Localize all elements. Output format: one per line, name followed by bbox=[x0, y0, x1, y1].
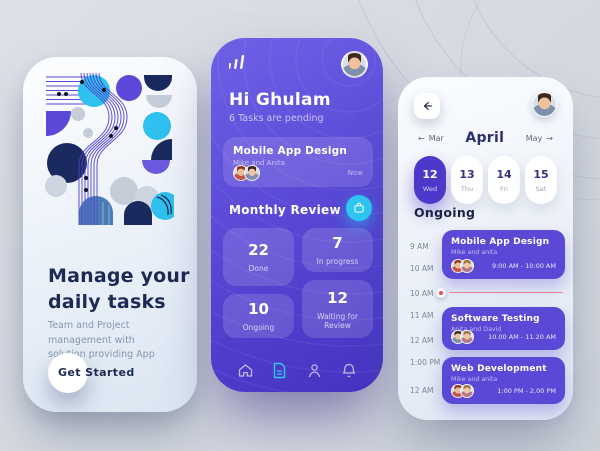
calendar-screen: ← Mar April May → 12 Wed 13 Thu 14 Fri bbox=[398, 77, 573, 420]
avatar bbox=[460, 330, 474, 344]
bottom-navigation bbox=[237, 362, 357, 379]
event-card[interactable]: Web Development Mike and anita 1:00 PM -… bbox=[442, 357, 565, 404]
get-started-label: Get Started bbox=[58, 366, 135, 379]
ongoing-section-title: Ongoing bbox=[414, 205, 476, 220]
event-people: Mike and anita bbox=[451, 376, 498, 383]
bar-chart-icon bbox=[229, 55, 245, 69]
event-avatars bbox=[451, 259, 474, 273]
date-weekday: Fri bbox=[500, 184, 508, 193]
stat-card-waiting[interactable]: 12 Waiting for Review bbox=[302, 280, 373, 338]
current-time-dot bbox=[436, 288, 446, 298]
time-label: 9 AM bbox=[410, 242, 429, 251]
time-label: 10 AM bbox=[410, 289, 434, 298]
featured-task-card[interactable]: Mobile App Design Mike and Anita Now bbox=[223, 137, 373, 187]
date-pill[interactable]: 14 Fri bbox=[488, 156, 520, 204]
date-day: 13 bbox=[459, 167, 475, 181]
abstract-illustration bbox=[45, 73, 174, 225]
onboarding-screen: Manage your daily tasks Team and Project… bbox=[23, 57, 197, 412]
time-label: 12 AM bbox=[410, 336, 434, 345]
stat-value: 12 bbox=[327, 288, 348, 307]
current-month-label: April bbox=[465, 130, 505, 146]
profile-avatar[interactable] bbox=[532, 92, 557, 117]
prev-month-label: Mar bbox=[428, 133, 444, 143]
task-status: Now bbox=[347, 169, 363, 177]
event-card[interactable]: Mobile App Design Mike and anita 9:00 AM… bbox=[442, 230, 565, 279]
avatar bbox=[460, 384, 474, 398]
profile-icon[interactable] bbox=[306, 362, 323, 379]
stat-value: 7 bbox=[332, 234, 343, 252]
arrow-left-icon bbox=[423, 101, 432, 111]
back-button[interactable] bbox=[414, 93, 440, 119]
title-line-1: Manage your bbox=[48, 265, 190, 287]
date-weekday: Wed bbox=[422, 184, 438, 193]
month-navigation: ← Mar April May → bbox=[418, 130, 553, 146]
stat-label: Ongoing bbox=[242, 323, 275, 332]
date-picker-row: 12 Wed 13 Thu 14 Fri 15 Sat bbox=[414, 156, 557, 204]
date-pill[interactable]: 15 Sat bbox=[525, 156, 557, 204]
event-avatars bbox=[451, 330, 474, 344]
briefcase-button[interactable] bbox=[346, 195, 372, 221]
time-label: 1:00 PM bbox=[410, 358, 441, 367]
arrow-right-icon: → bbox=[546, 133, 553, 143]
time-label: 11 AM bbox=[410, 311, 434, 320]
greeting-title: Hi Ghulam bbox=[229, 90, 331, 110]
task-avatars bbox=[233, 165, 260, 181]
event-time: 10.00 AM - 11.20 AM bbox=[488, 333, 556, 341]
date-weekday: Sat bbox=[535, 184, 547, 193]
task-people: Mike and Anita bbox=[233, 159, 285, 167]
monthly-stats-grid: 22 Done 10 Ongoing 7 In progress 12 Wait… bbox=[223, 228, 373, 338]
home-icon[interactable] bbox=[237, 362, 254, 379]
stat-card-ongoing[interactable]: 10 Ongoing bbox=[223, 294, 294, 338]
event-time: 1:00 PM - 2.00 PM bbox=[497, 387, 556, 395]
get-started-button[interactable]: Get Started bbox=[48, 351, 168, 395]
profile-avatar[interactable] bbox=[341, 51, 368, 78]
date-pill[interactable]: 13 Thu bbox=[451, 156, 483, 204]
event-avatars bbox=[451, 384, 474, 398]
event-card[interactable]: Software Testing Anita and David 10.00 A… bbox=[442, 307, 565, 350]
date-day: 14 bbox=[496, 167, 512, 181]
stat-value: 22 bbox=[248, 241, 269, 259]
next-month-button[interactable]: May → bbox=[526, 134, 553, 143]
current-time-line bbox=[449, 292, 563, 293]
stat-label: Done bbox=[248, 264, 269, 273]
event-people: Anita and David bbox=[451, 326, 502, 333]
onboarding-subtitle: Team and Project management with solutio… bbox=[48, 320, 155, 361]
date-day: 12 bbox=[422, 167, 438, 181]
stat-card-in-progress[interactable]: 7 In progress bbox=[302, 228, 373, 272]
onboarding-title: Manage your daily tasks bbox=[48, 264, 190, 315]
stat-label: In progress bbox=[316, 257, 359, 266]
event-title: Mobile App Design bbox=[451, 237, 550, 247]
monthly-review-title: Monthly Review bbox=[229, 203, 341, 217]
event-time: 9:00 AM - 10:00 AM bbox=[491, 262, 556, 270]
tasks-icon-active[interactable] bbox=[272, 362, 287, 379]
briefcase-icon bbox=[354, 202, 364, 213]
pending-tasks-text: 6 Tasks are pending bbox=[229, 113, 324, 124]
avatar bbox=[244, 165, 260, 181]
avatar bbox=[460, 259, 474, 273]
arrow-left-icon: ← bbox=[418, 133, 425, 143]
notifications-icon[interactable] bbox=[341, 362, 357, 379]
date-pill-selected[interactable]: 12 Wed bbox=[414, 156, 446, 204]
stat-value: 10 bbox=[248, 300, 269, 318]
task-title: Mobile App Design bbox=[233, 145, 348, 157]
stat-label: Waiting for Review bbox=[317, 311, 358, 330]
title-line-2: daily tasks bbox=[48, 290, 166, 313]
event-title: Software Testing bbox=[451, 314, 540, 324]
button-circle bbox=[48, 353, 88, 393]
time-label: 10 AM bbox=[410, 264, 434, 273]
event-people: Mike and anita bbox=[451, 249, 498, 256]
next-month-label: May bbox=[525, 133, 543, 143]
event-title: Web Development bbox=[451, 364, 547, 374]
date-day: 15 bbox=[533, 167, 549, 181]
prev-month-button[interactable]: ← Mar bbox=[418, 134, 444, 143]
date-weekday: Thu bbox=[460, 184, 474, 193]
stat-card-done[interactable]: 22 Done bbox=[223, 228, 294, 286]
dashboard-screen: Hi Ghulam 6 Tasks are pending Mobile App… bbox=[211, 38, 383, 392]
time-label: 12 AM bbox=[410, 386, 434, 395]
